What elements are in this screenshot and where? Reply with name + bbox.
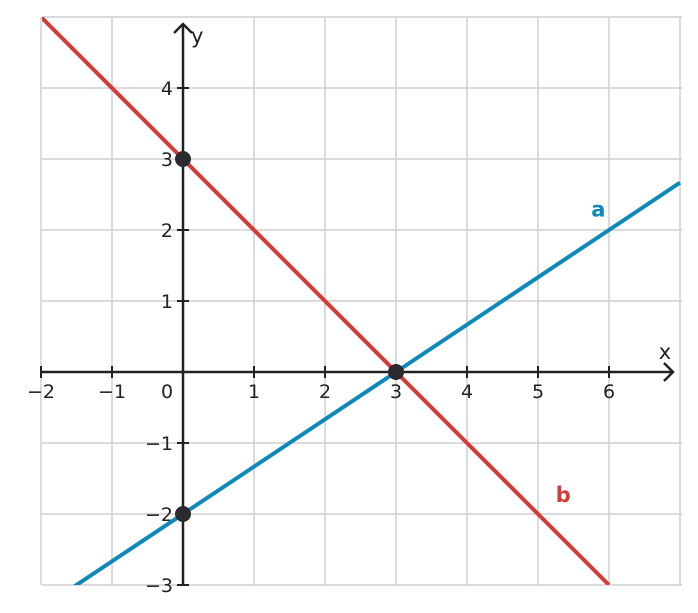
y-axis-arrowhead <box>173 22 193 34</box>
x-tick-label: 6 <box>603 381 615 403</box>
x-tick-label: 2 <box>319 381 331 403</box>
y-tick-label: 1 <box>161 291 173 313</box>
x-axis-label: x <box>659 340 671 364</box>
x-tick-label: 1 <box>248 381 260 403</box>
x-tick-label: 0 <box>161 381 173 403</box>
x-tick-label: −2 <box>27 381 55 403</box>
series-label-b: b <box>556 483 571 507</box>
point-marker <box>175 151 191 167</box>
axes: −2 −1 0 1 2 3 4 5 6 −3 −2 −1 1 2 3 4 x y <box>27 22 675 597</box>
grid <box>40 16 682 586</box>
point-marker <box>175 506 191 522</box>
point-marker <box>388 364 404 380</box>
series-lines <box>42 17 682 585</box>
x-ticks: −2 −1 0 1 2 3 4 5 6 <box>27 366 615 403</box>
x-tick-label: 4 <box>461 381 473 403</box>
y-axis-label: y <box>191 24 203 48</box>
series-labels: ab <box>556 198 606 507</box>
y-tick-label: 4 <box>161 78 173 100</box>
y-tick-label: 2 <box>161 220 173 242</box>
y-tick-label: −2 <box>145 504 173 526</box>
y-tick-label: −3 <box>145 575 173 597</box>
series-label-a: a <box>591 198 605 222</box>
x-axis-arrowhead <box>663 362 675 382</box>
series-line-a <box>72 180 682 585</box>
y-tick-label: −1 <box>145 433 173 455</box>
intersection-points <box>175 151 404 522</box>
x-tick-label: 5 <box>532 381 544 403</box>
x-tick-label: −1 <box>98 381 126 403</box>
y-tick-label: 3 <box>161 149 173 171</box>
x-tick-label: 3 <box>390 381 402 403</box>
series-line-b <box>42 17 611 585</box>
